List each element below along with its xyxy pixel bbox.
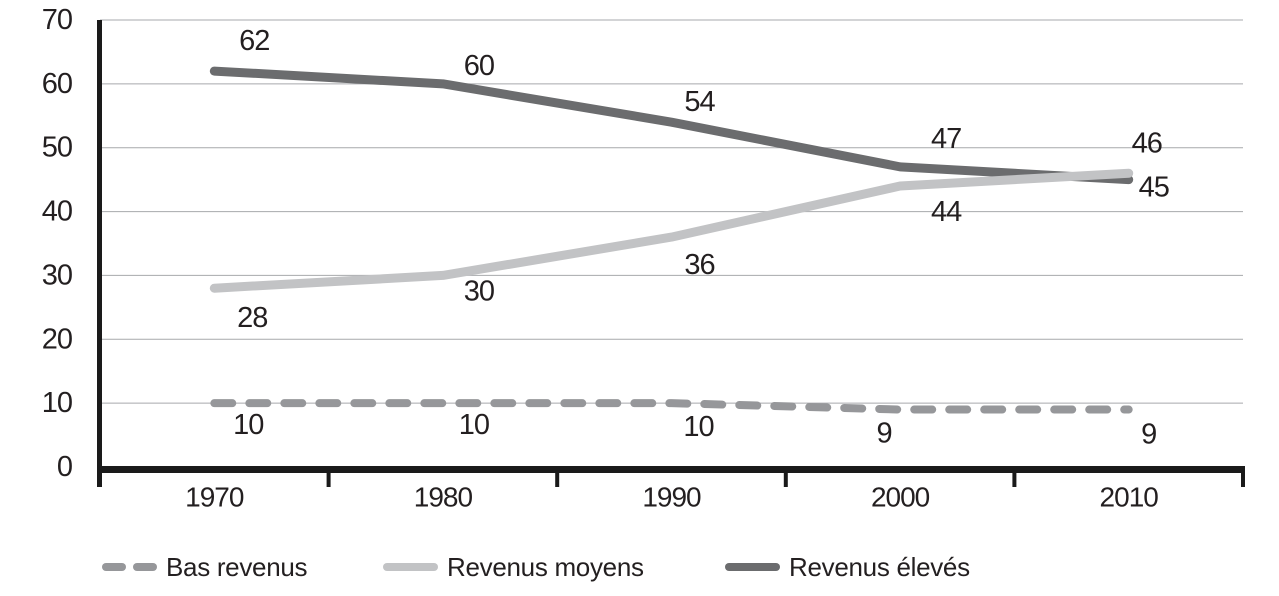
x-axis-tick	[326, 466, 331, 487]
data-label: 30	[464, 275, 494, 307]
y-tick-label: 60	[42, 68, 72, 100]
data-label: 28	[237, 302, 267, 334]
data-label: 60	[464, 50, 494, 82]
data-label: 9	[1141, 419, 1156, 451]
x-tick-label: 2010	[1100, 482, 1159, 513]
y-tick-label: 10	[42, 387, 72, 419]
legend-label-revenus-moyens: Revenus moyens	[447, 551, 644, 582]
legend-label-revenus-eleves: Revenus élevés	[789, 551, 970, 582]
data-label: 46	[1132, 127, 1162, 159]
y-axis-line	[97, 20, 102, 487]
x-axis-tick	[1241, 466, 1245, 487]
y-tick-label: 30	[42, 259, 72, 291]
y-tick-label: 0	[57, 451, 72, 483]
data-label: 9	[877, 418, 892, 450]
data-label: 44	[931, 196, 962, 228]
legend-item-revenus-eleves: Revenus élevés	[725, 551, 970, 583]
legend-swatch-dark-icon	[725, 563, 780, 571]
y-tick-label: 70	[42, 4, 72, 36]
data-label: 10	[233, 409, 263, 441]
data-label: 36	[684, 249, 714, 281]
series-line-revenus-lev-s	[209, 66, 1134, 185]
chart-legend: Bas revenus Revenus moyens Revenus élevé…	[0, 551, 1279, 585]
legend-item-bas-revenus: Bas revenus	[102, 551, 308, 583]
legend-swatch-light-icon	[383, 563, 438, 571]
data-label: 47	[931, 123, 961, 155]
x-tick-label: 1970	[185, 482, 244, 513]
y-tick-label: 20	[42, 323, 72, 355]
data-label: 10	[683, 411, 713, 443]
x-axis-tick	[555, 466, 560, 487]
y-tick-label: 50	[42, 132, 72, 164]
series-line-revenus-moyens	[209, 168, 1134, 293]
x-tick-label: 2000	[871, 482, 930, 513]
legend-item-revenus-moyens: Revenus moyens	[383, 551, 644, 583]
y-tick-label: 40	[42, 196, 72, 228]
series-line-bas-revenus	[210, 399, 1133, 414]
x-axis-tick	[1012, 466, 1017, 487]
legend-swatch-dashed-icon	[102, 563, 157, 571]
data-label: 45	[1139, 172, 1169, 204]
legend-label-bas-revenus: Bas revenus	[166, 551, 308, 582]
data-label: 10	[459, 409, 489, 441]
x-tick-label: 1980	[414, 482, 473, 513]
data-label: 62	[239, 25, 269, 57]
x-axis-tick	[783, 466, 788, 487]
line-chart-canvas: 0 10 20 30 40 50 60 70 1970 1980 1990 2000 2010 10 10 1…	[42, 4, 1245, 513]
x-axis-line	[97, 466, 1243, 473]
x-tick-label: 1990	[642, 482, 701, 513]
data-label: 54	[684, 86, 715, 118]
